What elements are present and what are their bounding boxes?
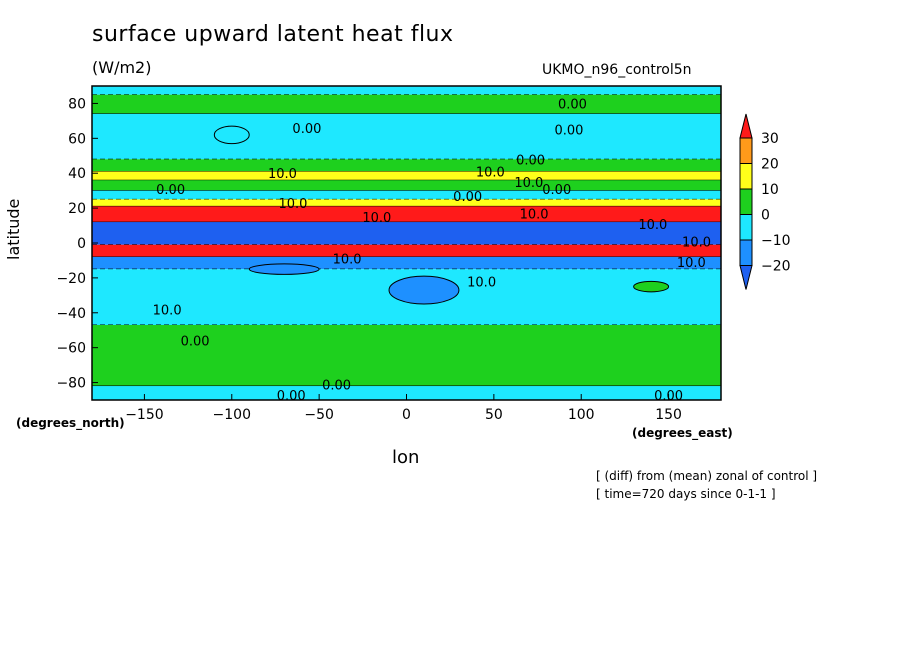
contour-label: 10.0 [362,211,391,226]
contour-band [92,94,721,114]
contour-band [92,256,721,270]
contour-label: 10.0 [677,256,706,271]
y-tick-label: 0 [77,236,86,252]
contour-patch [633,280,670,293]
contour-label: 10.0 [514,176,543,191]
chart-units: (W/m2) [92,58,152,77]
y-tick-label: −40 [56,306,86,322]
contour-label: 10.0 [268,167,297,182]
x-axis-units: (degrees_east) [632,426,733,440]
x-tick-label: 150 [655,407,682,423]
y-axis-units: (degrees_north) [16,416,125,430]
y-tick-label: −20 [56,271,86,287]
contour-label: 10.0 [638,218,667,233]
contour-band [92,386,721,400]
y-tick-label: −80 [56,376,86,392]
contour-label: 10.0 [682,235,711,250]
contour-band [92,244,721,257]
contour-band [92,171,721,181]
contour-band [92,206,721,223]
contour-label: 0.00 [277,389,306,404]
contour-band [92,159,721,172]
colorbar-label: −10 [761,233,791,249]
contour-label: 0.00 [558,97,587,112]
contour-patch [213,125,250,145]
colorbar-label: 10 [761,182,779,198]
x-tick-label: 100 [568,407,595,423]
contour-label: 0.00 [292,122,321,137]
contour-band [92,324,721,387]
contour-label: 10.0 [520,207,549,222]
contour-band [92,180,721,191]
y-axis-label: latitude [4,198,23,260]
contour-label: 0.00 [542,183,571,198]
contour-label: 10.0 [467,275,496,290]
y-tick-label: 40 [68,166,86,182]
colorbar-label: 20 [761,157,779,173]
colorbar-label: 0 [761,208,770,224]
contour-band [92,113,721,160]
x-tick-label: 50 [485,407,503,423]
x-tick-label: 0 [402,407,411,423]
y-axis: 80 60 40 20 0 −20 −40 −60 −80 [56,96,98,392]
contour-label: 0.00 [555,124,584,139]
x-axis: −150 −100 −50 0 50 100 150 [125,394,682,423]
contour-band [92,222,721,245]
chart-title: surface upward latent heat flux [92,22,454,47]
x-tick-label: −150 [125,407,163,423]
colorbar-label: 30 [761,131,779,147]
y-tick-label: −60 [56,341,86,357]
note-time: [ time=720 days since 0-1-1 ] [596,487,776,501]
x-tick-label: −100 [213,407,251,423]
y-tick-label: 20 [68,201,86,217]
run-name: UKMO_n96_control5n [542,62,692,78]
contour-patch [388,275,460,305]
note-diff: [ (diff) from (mean) zonal of control ] [596,469,818,483]
contour-label: 0.00 [322,378,351,393]
colorbar-segment [739,137,753,164]
contour-label: 10.0 [333,253,362,268]
colorbar: 30 20 10 0 −10 −20 [739,113,791,290]
contour-label: 0.00 [516,153,545,168]
y-tick-label: 80 [68,96,86,112]
contour-label: 0.00 [453,190,482,205]
colorbar-segment [739,163,753,190]
colorbar-segment [739,214,753,241]
colorbar-arrow-bottom [739,265,753,290]
contour-label: 0.00 [181,335,210,350]
colorbar-segment [739,239,753,266]
colorbar-arrow-top [739,113,753,139]
contour-band [92,199,721,207]
y-tick-label: 60 [68,131,86,147]
x-axis-label: lon [392,447,420,468]
contour-band [92,86,721,95]
colorbar-segment [739,188,753,215]
contour-label: 10.0 [278,197,307,212]
contour-label: 10.0 [476,165,505,180]
colorbar-label: −20 [761,259,791,275]
contour-label: 0.00 [156,183,185,198]
x-tick-label: −50 [304,407,334,423]
contour-band [92,190,721,200]
contour-patch [248,263,320,275]
contour-label: 10.0 [153,303,182,318]
